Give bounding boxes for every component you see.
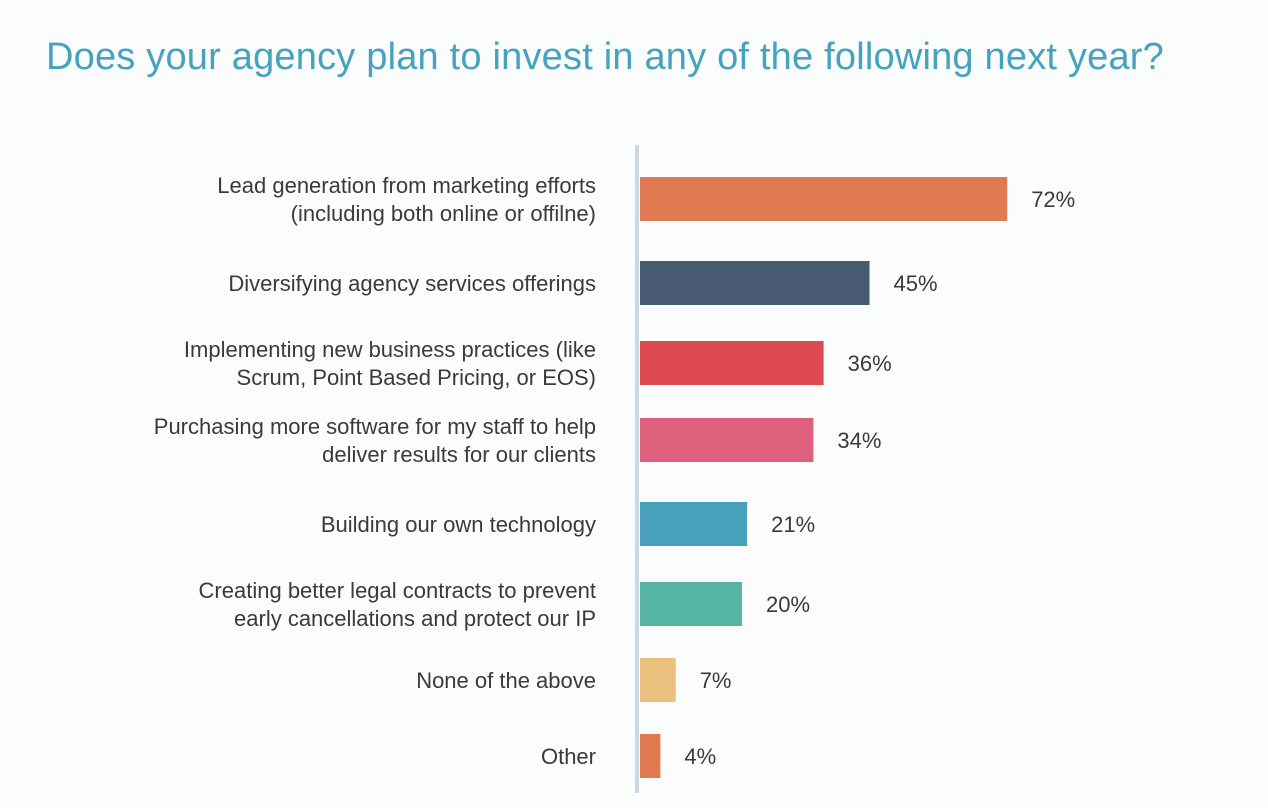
bar [640,261,870,305]
value-label: 20% [766,592,810,617]
category-label: Diversifying agency services offerings [228,271,596,296]
category-label: Building our own technology [321,512,596,537]
category-label: (including both online or offilne) [291,201,596,226]
category-label: Other [541,744,596,769]
value-label: 7% [700,668,732,693]
value-label: 34% [837,428,881,453]
category-label: None of the above [416,668,596,693]
chart-title: Does your agency plan to invest in any o… [46,36,1164,78]
value-label: 4% [684,744,716,769]
bar [640,341,824,385]
category-label: Purchasing more software for my staff to… [154,414,596,439]
bar [640,418,814,462]
y-axis-line [635,145,639,793]
category-label: deliver results for our clients [322,442,596,467]
bar [640,582,742,626]
category-label: Implementing new business practices (lik… [184,337,596,362]
value-label: 72% [1031,187,1075,212]
value-label: 45% [894,271,938,296]
category-label: Lead generation from marketing efforts [217,173,596,198]
value-label: 36% [848,351,892,376]
category-label: early cancellations and protect our IP [234,606,596,631]
category-label: Scrum, Point Based Pricing, or EOS) [237,365,596,390]
value-label: 21% [771,512,815,537]
bar [640,734,661,778]
bar [640,658,676,702]
category-label: Creating better legal contracts to preve… [199,578,596,603]
bar [640,177,1008,221]
bar [640,502,748,546]
